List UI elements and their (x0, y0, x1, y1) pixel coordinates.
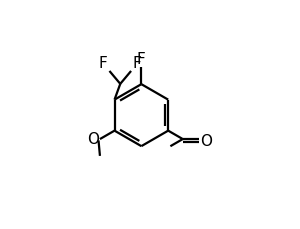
Text: O: O (200, 134, 211, 148)
Text: F: F (99, 56, 108, 71)
Text: F: F (137, 52, 146, 67)
Text: F: F (133, 56, 142, 71)
Text: O: O (87, 132, 99, 147)
